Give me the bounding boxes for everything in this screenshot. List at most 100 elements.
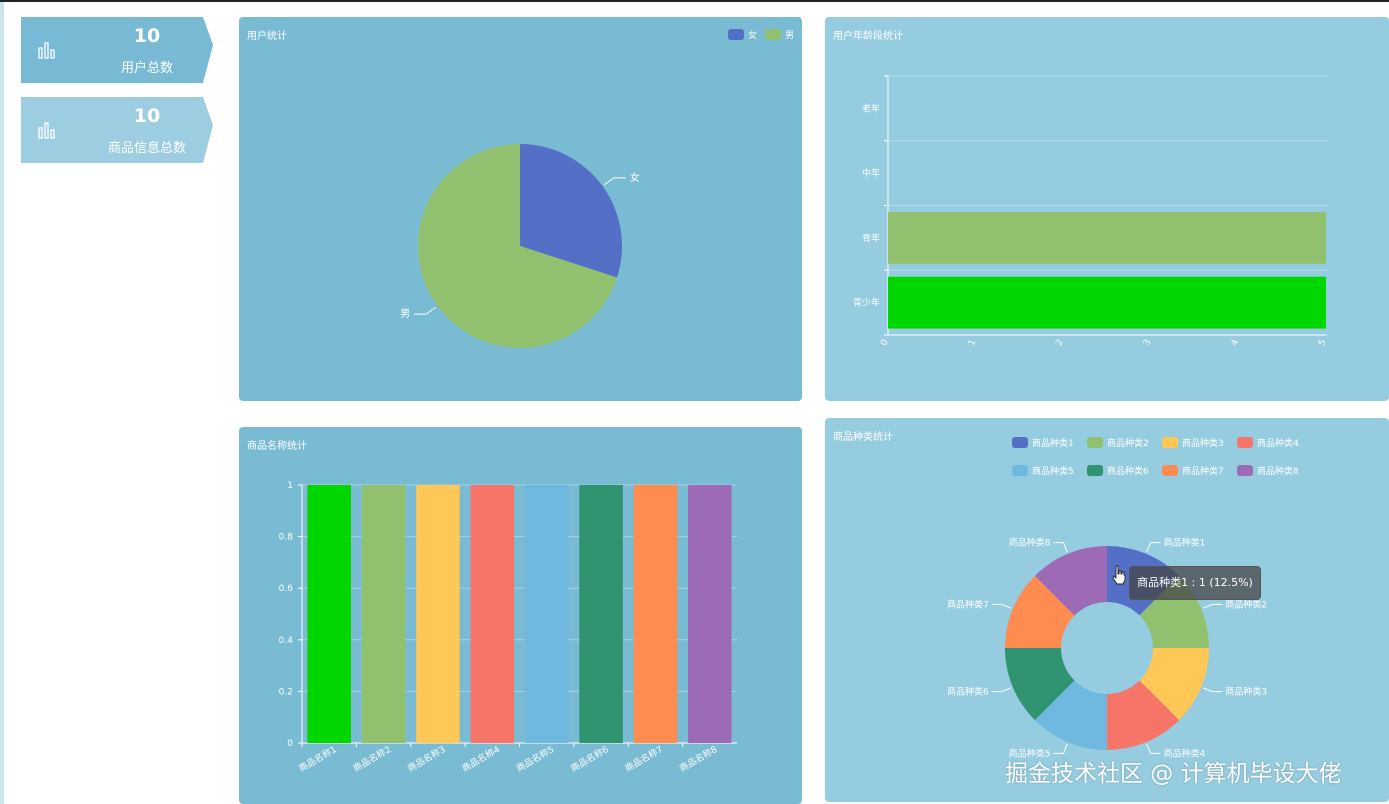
label-line xyxy=(603,177,626,186)
product-type-stats-card: 商品种类统计 商品种类1 商品种类2 商品种类3 商品种类4 商品种类5 商品种类6 商品种… xyxy=(825,418,1389,802)
label-line xyxy=(1146,743,1161,754)
stat-card-users[interactable]: 10 用户总数 xyxy=(21,17,213,83)
slice-label: 男 xyxy=(400,308,410,320)
tick-label: 5 xyxy=(1317,338,1328,347)
label-line xyxy=(1202,687,1223,693)
legend-item-female[interactable]: 女 xyxy=(727,28,757,41)
chart-title: 商品种类统计 xyxy=(833,432,893,443)
pie-slice-5 xyxy=(1034,680,1107,750)
bar-chart-icon xyxy=(38,122,55,139)
chart-legend: 女 男 xyxy=(720,28,794,41)
label-line xyxy=(991,687,1012,693)
pie-slice-6 xyxy=(1005,648,1075,721)
category-label: 商品名称1 xyxy=(297,743,339,774)
tick-label: 0.2 xyxy=(279,687,293,697)
product-type-donut-chart: 商品种类1 商品种类2 商品种类3 商品种类4 商品种类5 商品种类6 商品种类7 商品种类8 xyxy=(947,537,1267,760)
stat-card-products[interactable]: 10 商品信息总数 xyxy=(21,97,213,163)
tick-label: 3 xyxy=(1142,338,1153,347)
slice-label: 商品种类4 xyxy=(1164,747,1206,759)
category-label: 商品名称5 xyxy=(514,743,556,774)
label-line xyxy=(1053,542,1068,553)
legend-swatch xyxy=(1087,436,1103,448)
chart-tooltip: 商品种类1 : 1 (12.5%) xyxy=(1129,566,1261,600)
slice-label: 商品种类3 xyxy=(1225,686,1267,698)
legend-swatch xyxy=(1237,464,1253,476)
watermark: 掘金技术社区 @ 计算机毕设大佬 xyxy=(1005,761,1342,787)
slice-label: 商品种类1 xyxy=(1164,537,1206,549)
legend-label: 商品种类6 xyxy=(1107,466,1149,477)
left-border xyxy=(0,2,4,804)
pie-slice-1 xyxy=(520,144,622,278)
legend-item-male[interactable]: 男 xyxy=(764,28,794,41)
legend-swatch xyxy=(1162,464,1178,476)
pie-slice-7 xyxy=(1005,575,1075,648)
legend-item-2[interactable]: 商品种类2 xyxy=(1087,428,1162,456)
product-name-bar-chart: 0 0.2 0.4 0.6 0.8 1 商品名称1 商品名称2 商品名称3 商品名称4 商品名称5 商… xyxy=(279,481,737,774)
legend-item-4[interactable]: 商品种类4 xyxy=(1237,428,1312,456)
tick-label: 2 xyxy=(1054,338,1065,347)
legend-swatch xyxy=(1087,464,1103,476)
slice-label: 商品种类8 xyxy=(1009,537,1051,549)
bar-8 xyxy=(688,485,732,743)
stat-value: 10 xyxy=(133,25,161,47)
hand-cursor-icon xyxy=(1112,565,1126,585)
slice-label: 商品种类7 xyxy=(947,598,989,610)
bar-2 xyxy=(888,211,1326,264)
bar-4 xyxy=(470,485,515,743)
legend-label: 商品种类5 xyxy=(1032,466,1074,477)
bar-3 xyxy=(416,485,460,743)
category-label: 老年 xyxy=(862,102,880,114)
tick-label: 0.8 xyxy=(279,533,294,543)
legend-label: 商品种类1 xyxy=(1032,438,1074,449)
user-stats-card: 用户统计 女 男 女男 xyxy=(239,17,802,401)
product-name-stats-card: 商品名称统计 0 0.2 0.4 0.6 0.8 1 商品名称1 商品名称2 商品名称3 商品名称… xyxy=(239,427,802,804)
pie-slice-3 xyxy=(1139,648,1209,721)
slice-label: 女 xyxy=(630,171,640,184)
legend-swatch xyxy=(1162,436,1178,448)
slice-label: 商品种类5 xyxy=(1009,747,1051,759)
category-label: 青少年 xyxy=(853,297,880,309)
pie-slice-2 xyxy=(418,144,618,348)
stat-label: 商品信息总数 xyxy=(107,141,186,156)
bar-1 xyxy=(888,276,1326,329)
legend-swatch xyxy=(1012,436,1028,448)
top-border xyxy=(0,0,1389,2)
tick-label: 0 xyxy=(287,739,293,749)
legend-item-8[interactable]: 商品种类8 xyxy=(1237,456,1312,484)
category-label: 商品名称4 xyxy=(460,743,502,774)
legend-swatch xyxy=(1237,436,1253,448)
tick-label: 0.6 xyxy=(279,584,294,594)
user-pie-chart: 女男 xyxy=(400,144,640,348)
pie-slice-8 xyxy=(1034,546,1107,616)
bar-5 xyxy=(524,485,569,743)
label-line xyxy=(1146,542,1161,553)
label-line xyxy=(1202,603,1223,609)
category-label: 青年 xyxy=(862,232,880,244)
legend-item-3[interactable]: 商品种类3 xyxy=(1162,428,1237,456)
category-label: 中年 xyxy=(862,167,880,179)
label-line xyxy=(1053,743,1068,754)
legend-label: 商品种类3 xyxy=(1182,438,1224,449)
tick-label: 0 xyxy=(879,338,891,348)
legend-item-5[interactable]: 商品种类5 xyxy=(1012,456,1087,484)
label-line xyxy=(414,306,437,315)
category-label: 商品名称2 xyxy=(351,743,393,774)
label-line xyxy=(991,603,1012,609)
legend-label: 商品种类8 xyxy=(1257,466,1299,477)
bar-chart-icon xyxy=(38,42,55,59)
bar-7 xyxy=(633,485,678,743)
legend-item-6[interactable]: 商品种类6 xyxy=(1087,456,1162,484)
slice-label: 商品种类2 xyxy=(1225,598,1267,610)
category-label: 商品名称3 xyxy=(405,743,447,774)
tick-label: 4 xyxy=(1230,338,1242,348)
legend-swatch xyxy=(1012,464,1028,476)
tick-label: 1 xyxy=(967,338,978,347)
age-stats-card: 用户年龄段统计 青少年 青年 中年 老年 0 1 2 3 4 5 xyxy=(825,17,1389,401)
legend-item-7[interactable]: 商品种类7 xyxy=(1162,456,1237,484)
stat-value: 10 xyxy=(133,105,161,127)
chart-legend: 商品种类1 商品种类2 商品种类3 商品种类4 商品种类5 商品种类6 商品种类7 商品种类8 xyxy=(1012,428,1384,484)
chart-title: 用户年龄段统计 xyxy=(833,31,903,42)
category-label: 商品名称6 xyxy=(568,743,610,774)
legend-item-1[interactable]: 商品种类1 xyxy=(1012,428,1087,456)
chart-title: 用户统计 xyxy=(247,31,287,42)
